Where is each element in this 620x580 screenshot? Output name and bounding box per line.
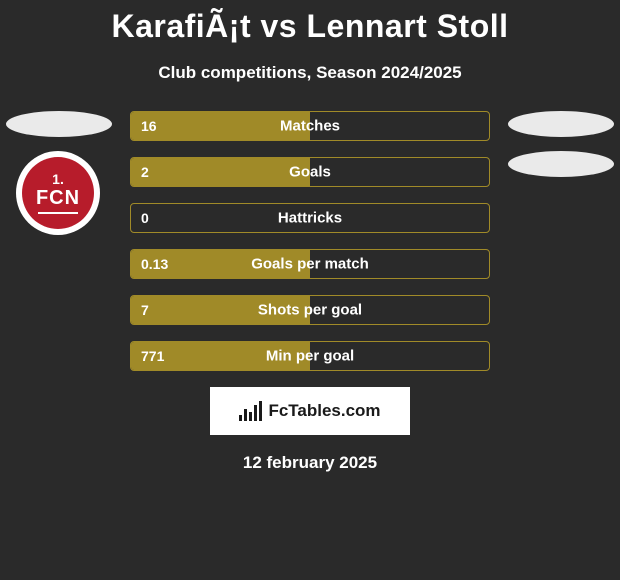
player-left-avatar (6, 111, 112, 137)
bar-value-left: 7 (141, 302, 149, 318)
bar-label: Goals (289, 164, 331, 181)
club-main-text: FCN (36, 188, 80, 208)
date-text: 12 february 2025 (0, 453, 620, 473)
bar-label: Min per goal (266, 348, 354, 365)
player-right-column (508, 111, 614, 191)
player-right-avatar (508, 111, 614, 137)
comparison-content: 1. FCN 16 Matches 2 Goals 0 Ha (0, 111, 620, 371)
bar-value-left: 771 (141, 348, 164, 364)
page-title: KarafiÃ¡t vs Lennart Stoll (0, 0, 620, 45)
club-badge-left: 1. FCN (16, 151, 100, 235)
bar-label: Goals per match (251, 256, 369, 273)
page-subtitle: Club competitions, Season 2024/2025 (0, 63, 620, 83)
bar-label: Shots per goal (258, 302, 362, 319)
footer-logo: FcTables.com (210, 387, 410, 435)
club-underline (38, 212, 78, 214)
bar-label: Hattricks (278, 210, 342, 227)
club-top-text: 1. (52, 172, 64, 186)
bar-row: 16 Matches (130, 111, 490, 141)
bar-row: 7 Shots per goal (130, 295, 490, 325)
bar-row: 0.13 Goals per match (130, 249, 490, 279)
bar-value-left: 2 (141, 164, 149, 180)
bar-row: 0 Hattricks (130, 203, 490, 233)
bar-row: 2 Goals (130, 157, 490, 187)
club-badge-inner: 1. FCN (22, 157, 94, 229)
bar-value-left: 16 (141, 118, 157, 134)
bar-value-left: 0 (141, 210, 149, 226)
bar-value-left: 0.13 (141, 256, 168, 272)
footer-brand-text: FcTables.com (268, 401, 380, 421)
player-left-column: 1. FCN (6, 111, 112, 235)
bar-fill-left (131, 158, 310, 186)
bar-label: Matches (280, 118, 340, 135)
club-right-placeholder (508, 151, 614, 177)
stat-bars: 16 Matches 2 Goals 0 Hattricks 0.13 Goal… (130, 111, 490, 371)
bar-row: 771 Min per goal (130, 341, 490, 371)
logo-bars-icon (239, 401, 262, 421)
